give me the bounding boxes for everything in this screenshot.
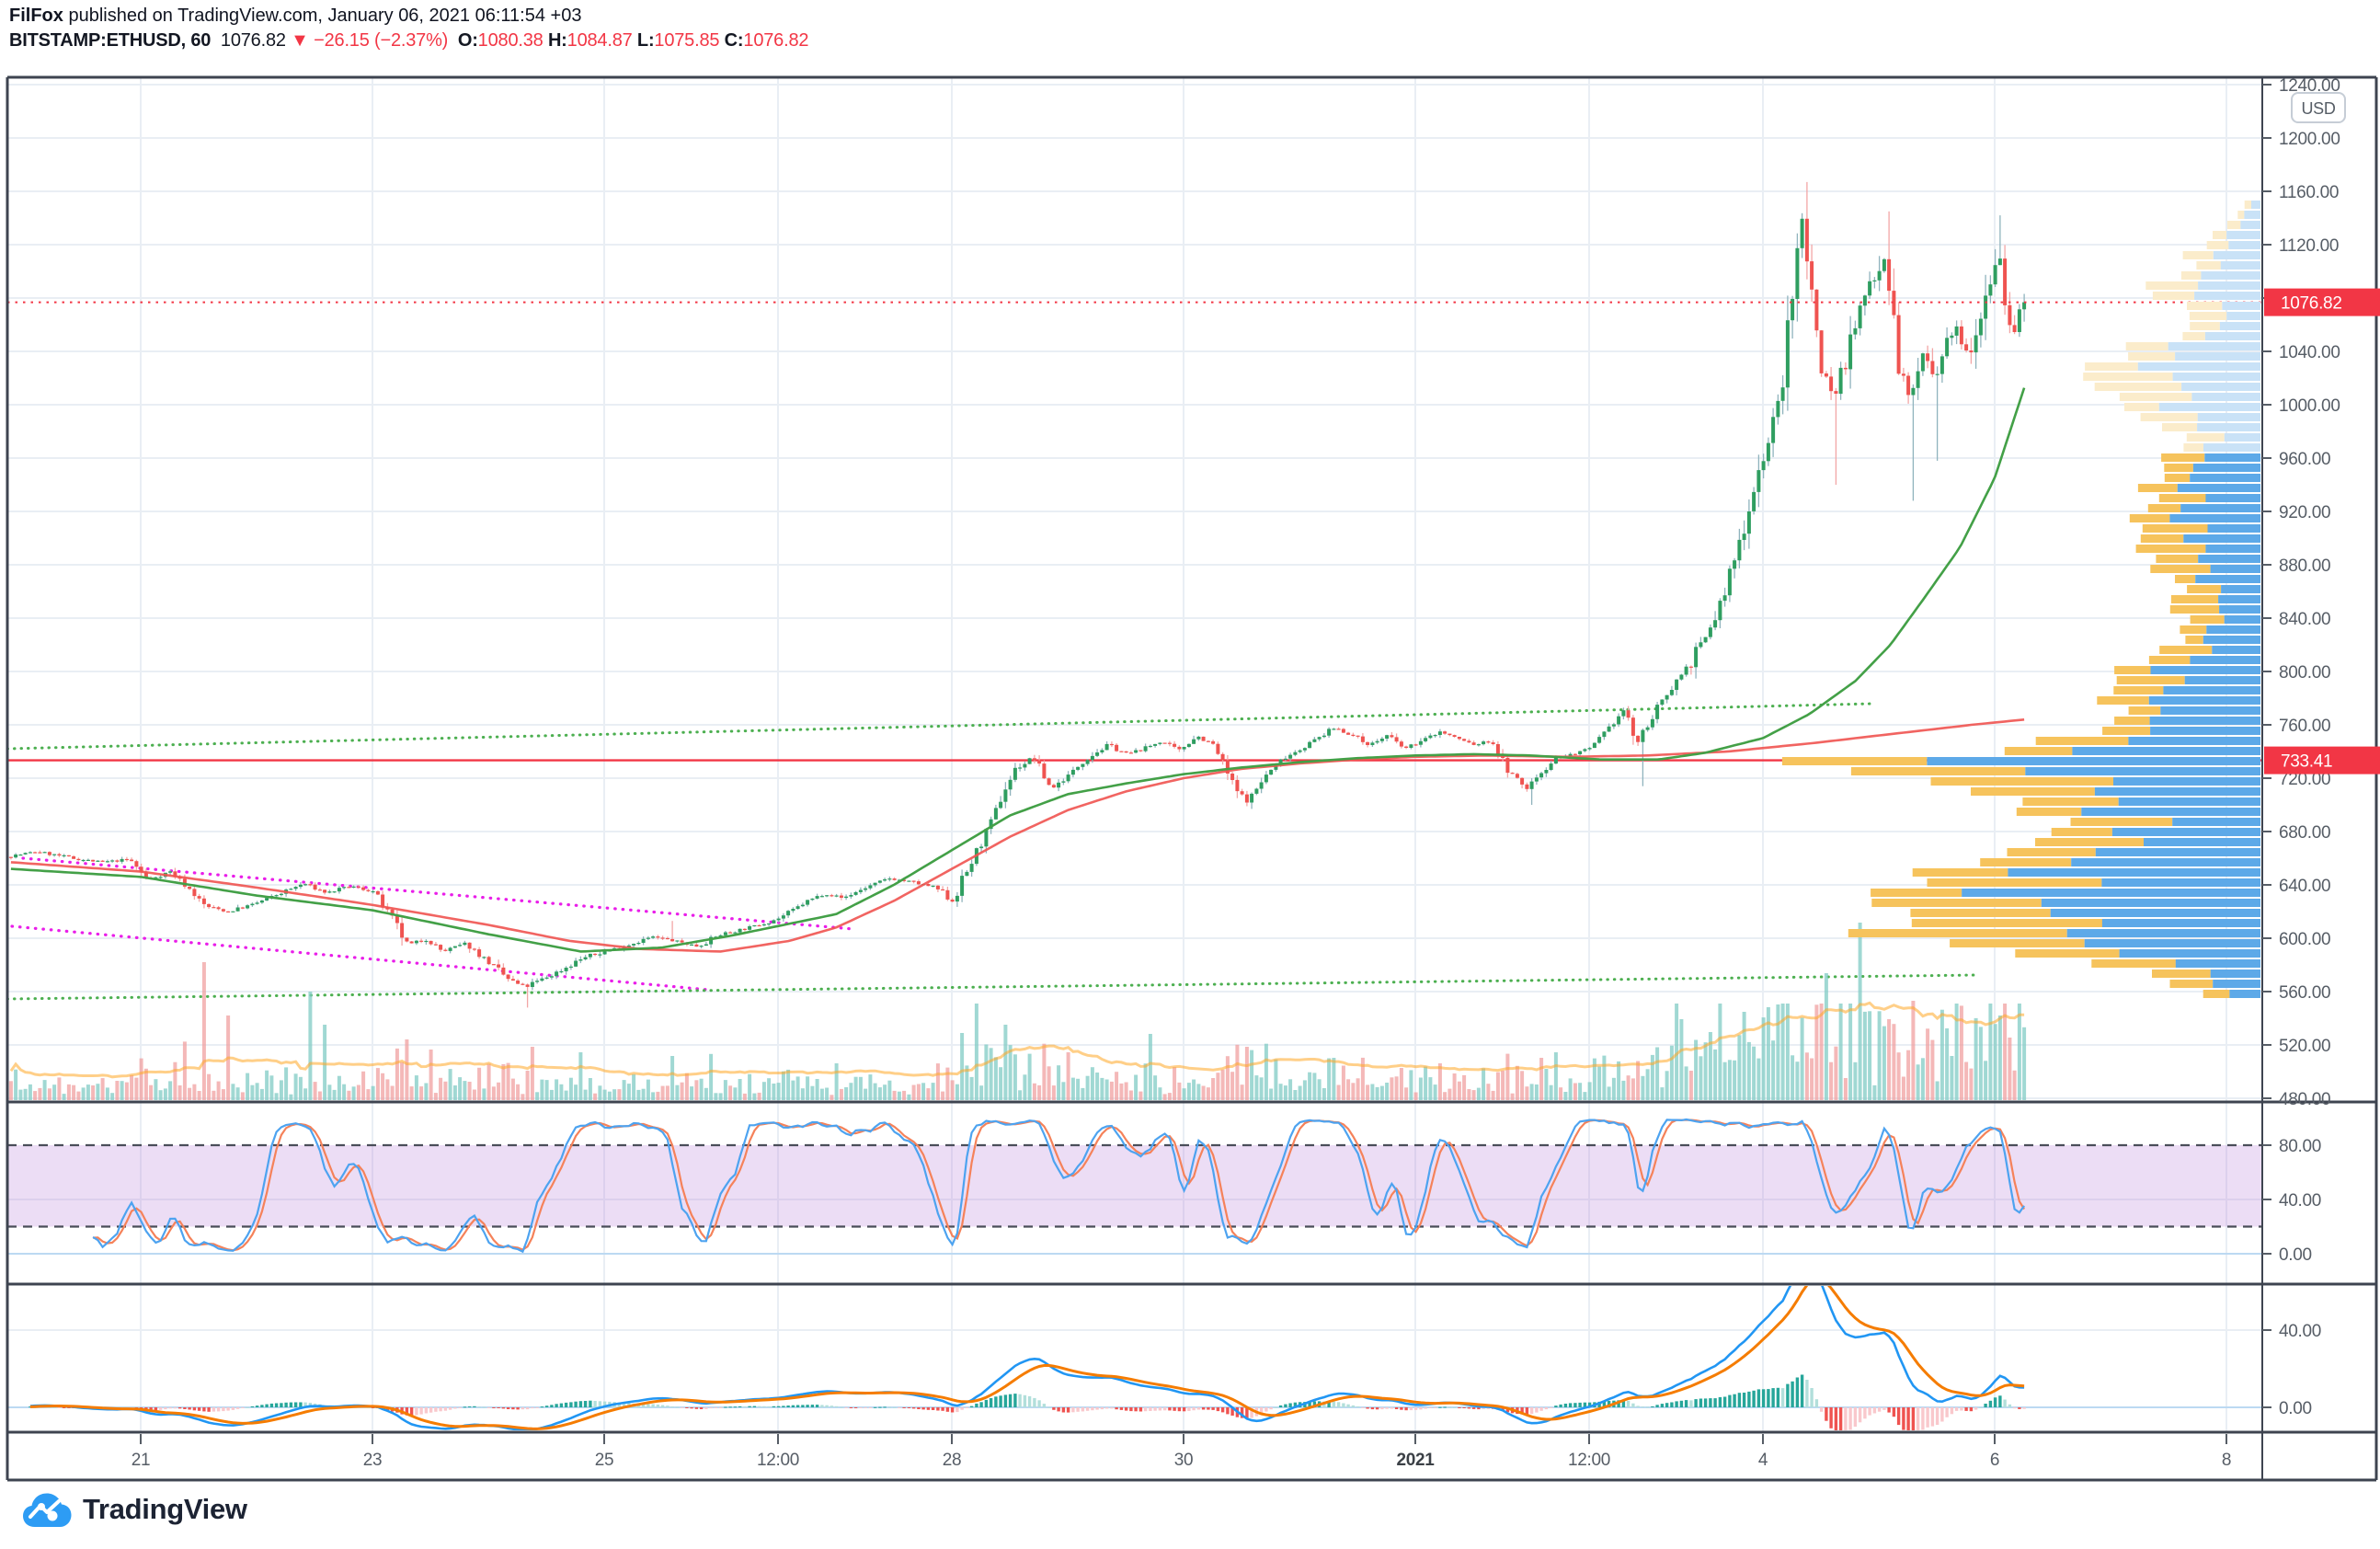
ohlc-segment: 1076.82 [211, 30, 292, 51]
axis-label: 840.00 [2279, 610, 2330, 629]
time-label: 25 [595, 1451, 614, 1470]
chart-header: FilFox published on TradingView.com, Jan… [9, 4, 808, 53]
axis-label: 1200.00 [2279, 130, 2340, 149]
axis-label: 40.00 [2279, 1191, 2321, 1211]
axis-label: 1000.00 [2279, 396, 2340, 416]
ohlc-segment: 1076.82 [743, 30, 809, 51]
ohlc-segment: 1075.85 [654, 30, 725, 51]
axis-label: 1120.00 [2279, 236, 2339, 256]
axis-label: 0.00 [2279, 1245, 2312, 1265]
axis-label: 40.00 [2279, 1322, 2321, 1341]
axis-label: 680.00 [2279, 823, 2330, 843]
axis-label: 800.00 [2279, 663, 2330, 683]
current-price-value: 1076.82 [2281, 294, 2342, 314]
macd-histogram [29, 1374, 2026, 1430]
time-label: 2021 [1396, 1451, 1435, 1470]
fast-ma-line[interactable] [10, 387, 2026, 953]
currency-badge[interactable] [2291, 92, 2346, 123]
axis-label: 720.00 [2279, 770, 2330, 789]
macd-pane[interactable] [7, 1257, 2262, 1436]
candles [8, 181, 2027, 1008]
publisher-name: FilFox [9, 6, 63, 26]
axis-label: 1160.00 [2279, 183, 2339, 202]
axis-label: 880.00 [2279, 556, 2330, 576]
ohlc-segment: BITSTAMP:ETHUSD, 60 [9, 30, 212, 51]
stochastic-pane[interactable] [7, 1118, 2262, 1255]
axis-label: 960.00 [2279, 450, 2330, 469]
volume-bars [8, 923, 2027, 1100]
axis-label: 80.00 [2279, 1137, 2321, 1156]
publish-info: published on TradingView.com, January 06… [63, 6, 582, 26]
symbol-ohlc-line[interactable]: BITSTAMP:ETHUSD, 60 1076.82 ▼ −26.15 (−2… [9, 29, 808, 53]
volume-ma-line [9, 1001, 2025, 1079]
ohlc-segment: L: [636, 30, 655, 51]
axis-label: 520.00 [2279, 1037, 2330, 1056]
level-price-value: 733.41 [2281, 752, 2332, 772]
main-price-pane[interactable] [7, 181, 2262, 1100]
axis-label: 1040.00 [2279, 343, 2340, 362]
axis-label: 560.00 [2279, 983, 2330, 1003]
ohlc-segment: 1084.87 [566, 30, 637, 51]
slow-ma-line[interactable] [10, 718, 2025, 953]
time-label: 30 [1174, 1451, 1194, 1470]
grid [7, 77, 2262, 1432]
stoch-band [7, 1145, 2262, 1227]
stoch-k-line [92, 1118, 2025, 1254]
time-label: 6 [1990, 1451, 1999, 1470]
volume-profile [1781, 201, 2260, 998]
tradingview-logo-icon [23, 1493, 72, 1527]
ohlc-segment: ▼ [291, 30, 309, 51]
trendline[interactable] [21, 856, 855, 931]
brand-name: TradingView [83, 1493, 247, 1525]
axis-label: 600.00 [2279, 930, 2330, 949]
axis-label: 760.00 [2279, 717, 2330, 736]
axis-label: 640.00 [2279, 877, 2330, 896]
trendline[interactable] [10, 924, 710, 992]
time-label: 28 [943, 1451, 962, 1470]
ohlc-segment: O: [457, 30, 478, 51]
axis-label: 480.00 [2279, 1090, 2330, 1109]
price-axis[interactable]: 1240.001200.001160.001120.001080.001040.… [2262, 76, 2380, 1418]
axis-label: 0.00 [2279, 1399, 2312, 1418]
publish-line: FilFox published on TradingView.com, Jan… [9, 4, 808, 29]
trendline[interactable] [7, 973, 1979, 1001]
ohlc-segment: C: [724, 30, 744, 51]
currency-label: USD [2301, 99, 2335, 118]
ohlc-segment: 1080.38 [477, 30, 548, 51]
ohlc-segment: H: [547, 30, 567, 51]
time-axis[interactable]: 21 23 25 12:00 28 30 2021 12:00 4 6 8 [132, 1434, 2231, 1470]
ohlc-segment: −26.15 (−2.37%) [308, 30, 458, 51]
level-price-label [2264, 746, 2380, 774]
time-label: 12:00 [757, 1451, 799, 1470]
time-label: 8 [2222, 1451, 2231, 1470]
axis-label: 920.00 [2279, 503, 2330, 522]
time-label: 12:00 [1568, 1451, 1610, 1470]
time-label: 4 [1758, 1451, 1768, 1470]
trendline[interactable] [7, 702, 1873, 751]
macd-signal-line [29, 1286, 2025, 1430]
time-label: 21 [132, 1451, 151, 1470]
tradingview-attribution[interactable]: TradingView [22, 1490, 247, 1529]
current-price-label [2264, 288, 2380, 316]
time-label: 23 [363, 1451, 383, 1470]
axis-label: 1240.00 [2279, 76, 2340, 96]
